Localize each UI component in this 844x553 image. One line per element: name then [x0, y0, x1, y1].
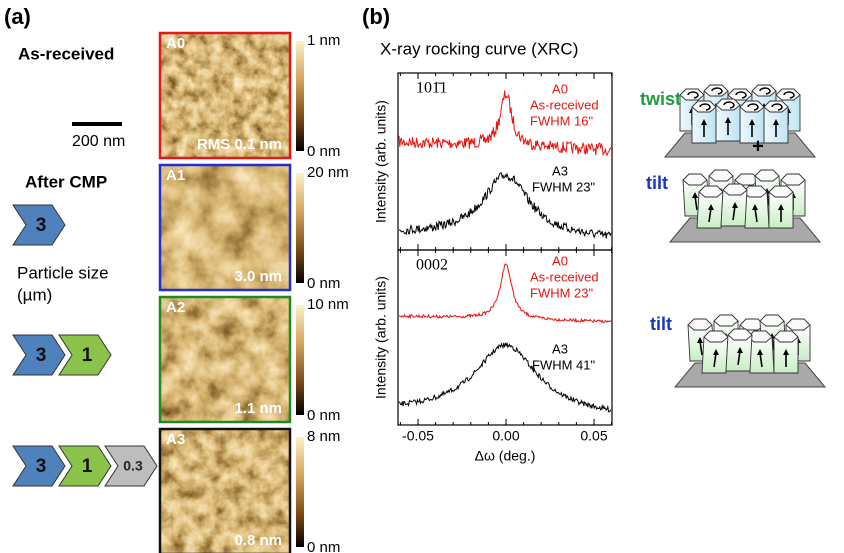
color-bar-max: 20 nm	[307, 164, 349, 181]
image-label: A3	[166, 431, 185, 448]
x-tick-label: -0.05	[402, 428, 434, 444]
curve-label: A0	[552, 81, 568, 96]
prism-top	[728, 89, 752, 100]
curve-label: As-received	[530, 269, 599, 284]
color-bar-min: 0 nm	[307, 143, 340, 160]
figure: (a) As-received 200 nm After CMP Particle si…	[0, 0, 844, 553]
prism-top	[786, 319, 810, 330]
color-bar-max: 1 nm	[307, 32, 340, 49]
rms-label: RMS 0.1 nm	[197, 136, 282, 153]
color-bar	[296, 41, 304, 151]
rms-label: 0.8 nm	[234, 532, 282, 549]
curve-label: A0	[552, 253, 568, 268]
prism-top	[688, 319, 712, 330]
curve-label: A3	[552, 163, 568, 178]
curve-label: As-received	[530, 97, 599, 112]
row-label: After CMP	[25, 172, 107, 191]
color-bar	[296, 173, 304, 283]
tilt-label: tilt	[650, 314, 672, 334]
curve-label: FWHM 41"	[532, 357, 596, 372]
rms-label: 1.1 nm	[234, 400, 282, 417]
xrc-curve	[399, 343, 611, 412]
prism-top	[683, 174, 707, 185]
prism-top	[776, 89, 800, 100]
y-axis-label: Intensity (arb. units)	[373, 100, 389, 223]
prism-top	[709, 170, 733, 181]
color-bar	[296, 305, 304, 415]
prism-top	[704, 85, 728, 96]
page: (a) As-received 200 nm After CMP Particle si…	[0, 0, 844, 553]
chevron-label: 3	[36, 345, 47, 366]
prism-top	[714, 315, 738, 326]
curve-label: FWHM 23"	[532, 179, 596, 194]
plot-title: X-ray rocking curve (XRC)	[380, 39, 578, 58]
row-label: As-received	[18, 44, 114, 63]
x-tick-label: 0.00	[492, 428, 519, 444]
reflection-label: 101̄1	[416, 80, 447, 97]
twist-label: twist	[640, 89, 681, 109]
curve-label: A3	[552, 341, 568, 356]
curve-label: FWHM 16"	[530, 113, 594, 128]
reflection-label: 0002	[416, 257, 448, 274]
color-bar-max: 8 nm	[307, 428, 340, 445]
rms-label: 3.0 nm	[234, 268, 282, 285]
color-bar-min: 0 nm	[307, 275, 340, 292]
prism-top	[760, 315, 784, 326]
image-label: A0	[166, 35, 185, 52]
chevron-label: 3	[36, 456, 47, 477]
image-label: A2	[166, 299, 185, 316]
color-bar-min: 0 nm	[307, 407, 340, 424]
prism-top	[781, 174, 805, 185]
curve-label: FWHM 23"	[530, 285, 594, 300]
x-axis-label: Δω (deg.)	[475, 448, 536, 464]
axis-note: Particle size	[17, 263, 109, 282]
color-bar-min: 0 nm	[307, 539, 340, 553]
y-axis-label: Intensity (arb. units)	[373, 276, 389, 399]
color-bar-max: 10 nm	[307, 296, 349, 313]
plus-sign: +	[752, 135, 764, 157]
chevron-label: 0.3	[123, 458, 143, 474]
chevron-label: 1	[82, 345, 93, 366]
axis-note: (µm)	[17, 285, 52, 304]
prism-top	[752, 85, 776, 96]
x-tick-label: 0.05	[580, 428, 607, 444]
chevron-label: 1	[82, 456, 93, 477]
prism-top	[680, 89, 704, 100]
chevron-label: 3	[36, 215, 47, 236]
prism-top	[755, 170, 779, 181]
color-bar	[296, 437, 304, 547]
scale-bar-label: 200 nm	[72, 133, 125, 150]
tilt-label: tilt	[646, 173, 668, 193]
panel-label: (a)	[4, 4, 31, 29]
image-label: A1	[166, 167, 185, 184]
panel-label: (b)	[362, 4, 390, 29]
